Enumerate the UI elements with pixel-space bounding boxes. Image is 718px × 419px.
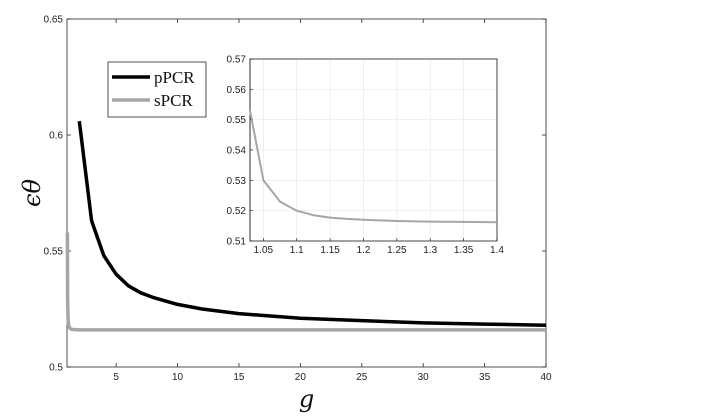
inset-y-tick-label: 0.57 (227, 55, 247, 66)
legend: pPCR sPCR (107, 61, 207, 118)
x-tick-label: 40 (540, 372, 552, 383)
inset-plot: 1.05 1.1 1.15 1.2 1.25 1.3 1.35 1.4 0.51 0.52 0.53… (227, 55, 505, 257)
inset-x-tick-label: 1.2 (357, 245, 371, 256)
y-tick-label: 0.6 (49, 131, 63, 142)
inset-y-tick-label: 0.52 (227, 206, 247, 217)
y-tick-label: 0.65 (44, 15, 64, 26)
x-tick-label: 10 (172, 372, 184, 383)
inset-series-line-sPCR (249, 110, 498, 224)
inset-y-tick-label: 0.53 (227, 176, 247, 187)
x-tick-label: 35 (479, 372, 491, 383)
inset-x-tick-label: 1.3 (423, 245, 437, 256)
inset-y-tick-label: 0.55 (227, 115, 247, 126)
x-tick-label: 5 (113, 372, 119, 383)
legend-box (107, 61, 207, 118)
inset-y-tick-label: 0.51 (227, 237, 247, 248)
x-axis-label: g (299, 385, 314, 413)
inset-x-tick-label: 1.35 (454, 245, 474, 256)
inset-y-tick-label: 0.54 (227, 146, 247, 157)
inset-x-tick-label: 1.05 (254, 245, 274, 256)
x-tick-label: 30 (418, 372, 430, 383)
x-tick-label: 20 (295, 372, 307, 383)
legend-label-pPCR: pPCR (154, 68, 195, 87)
inset-x-tick-label: 1.15 (320, 245, 340, 256)
y-tick-label: 0.5 (49, 363, 63, 374)
inset-x-tick-label: 1.4 (490, 245, 504, 256)
legend-label-sPCR: sPCR (154, 91, 193, 110)
inset-y-tick-label: 0.56 (227, 85, 247, 96)
series-line-sPCR (65, 232, 546, 332)
y-axis-label: ϵθ (18, 179, 46, 207)
inset-x-tick-label: 1.1 (290, 245, 304, 256)
y-tick-label: 0.55 (44, 247, 64, 258)
inset-x-tick-label: 1.25 (387, 245, 407, 256)
x-tick-label: 25 (356, 372, 368, 383)
inset-frame-overlay (249, 58, 498, 242)
x-tick-label: 15 (233, 372, 245, 383)
series-line-pPCR (77, 120, 547, 327)
